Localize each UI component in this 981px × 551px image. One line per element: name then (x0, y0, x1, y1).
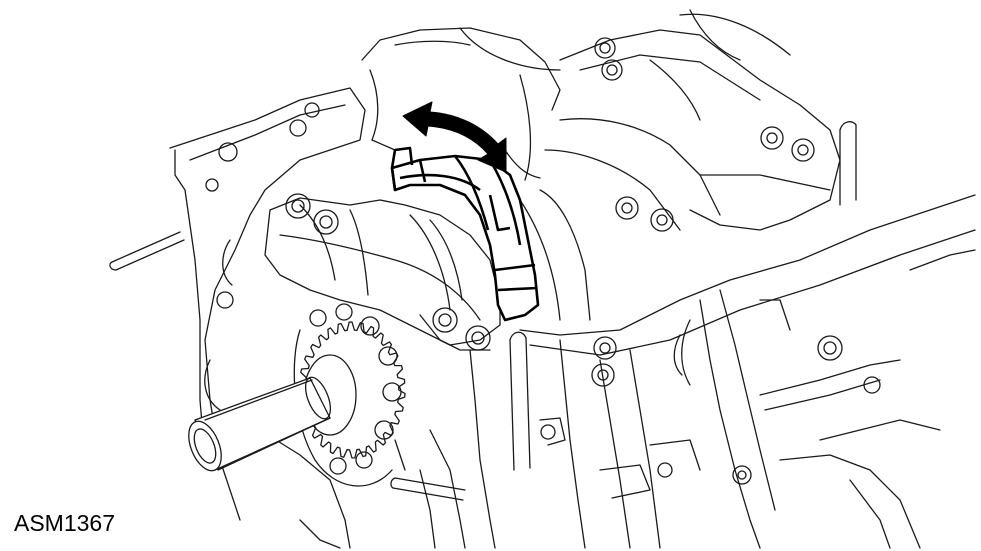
figure-code-label: ASM1367 (14, 510, 116, 536)
crankshaft-snout (188, 376, 332, 472)
engine-block (109, 9, 976, 549)
crankshaft-sprocket-icon (293, 303, 406, 487)
curved-double-arrow-icon (402, 101, 507, 173)
bearing-cap-tool (390, 146, 540, 322)
dowel-pin (390, 477, 466, 501)
main-bearing-cap (264, 193, 501, 351)
